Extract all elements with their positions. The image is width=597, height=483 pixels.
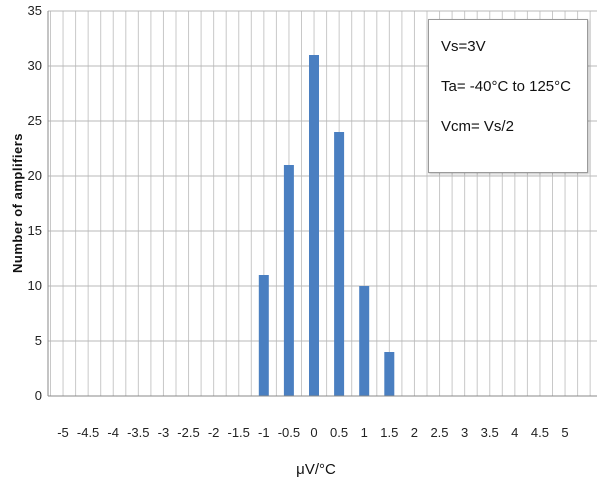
x-tick-label: 0 <box>310 425 317 440</box>
x-tick-labels: -5 -4.5 -4 -3.5 -3 -2.5 -2 -1.5 -1 -0.5 0 0.5 1 1.5 2 2… <box>57 425 568 440</box>
y-tick-label: 10 <box>28 278 42 293</box>
x-tick-label: -1.5 <box>227 425 249 440</box>
grid-lines <box>48 10 597 397</box>
x-tick-label: -4.5 <box>77 425 99 440</box>
x-tick-label: 5 <box>561 425 568 440</box>
x-tick-label: 3 <box>461 425 468 440</box>
x-tick-label: -2.5 <box>177 425 199 440</box>
bars <box>258 55 395 396</box>
y-tick-label: 5 <box>35 333 42 348</box>
x-tick-label: 0.5 <box>330 425 348 440</box>
x-tick-label: -2 <box>208 425 220 440</box>
x-tick-label: 3.5 <box>481 425 499 440</box>
x-tick-label: 2 <box>411 425 418 440</box>
y-tick-label: 25 <box>28 113 42 128</box>
annotation-vcm: Vcm= Vs/2 <box>441 118 514 135</box>
x-tick-label: -0.5 <box>278 425 300 440</box>
y-axis-label: Number of amplifiers <box>10 133 25 273</box>
y-tick-label: 15 <box>28 223 42 238</box>
annotation-box: Vs=3V Ta= -40°C to 125°C Vcm= Vs/2 <box>428 19 588 173</box>
x-tick-label: -4 <box>107 425 119 440</box>
x-axis-label: μV/°C <box>296 461 336 478</box>
x-tick-label: 4.5 <box>531 425 549 440</box>
x-tick-label: 1 <box>361 425 368 440</box>
x-tick-label: 1.5 <box>380 425 398 440</box>
x-tick-label: 4 <box>511 425 518 440</box>
y-tick-labels: 0 5 10 15 20 25 30 35 <box>28 3 42 403</box>
bar <box>359 286 370 396</box>
y-tick-label: 0 <box>35 388 42 403</box>
bar <box>384 352 395 396</box>
bar <box>334 132 345 396</box>
y-tick-label: 20 <box>28 168 42 183</box>
x-tick-label: -3.5 <box>127 425 149 440</box>
bar <box>283 165 294 396</box>
x-tick-label: -5 <box>57 425 69 440</box>
x-tick-label: 2.5 <box>430 425 448 440</box>
annotation-temperature: Ta= -40°C to 125°C <box>441 78 571 95</box>
x-tick-label: -3 <box>158 425 170 440</box>
axes <box>47 11 597 397</box>
y-tick-label: 35 <box>28 3 42 18</box>
x-tick-label: -1 <box>258 425 270 440</box>
bar <box>309 55 319 396</box>
bar <box>258 275 269 396</box>
annotation-supply: Vs=3V <box>441 38 486 55</box>
y-tick-label: 30 <box>28 58 42 73</box>
